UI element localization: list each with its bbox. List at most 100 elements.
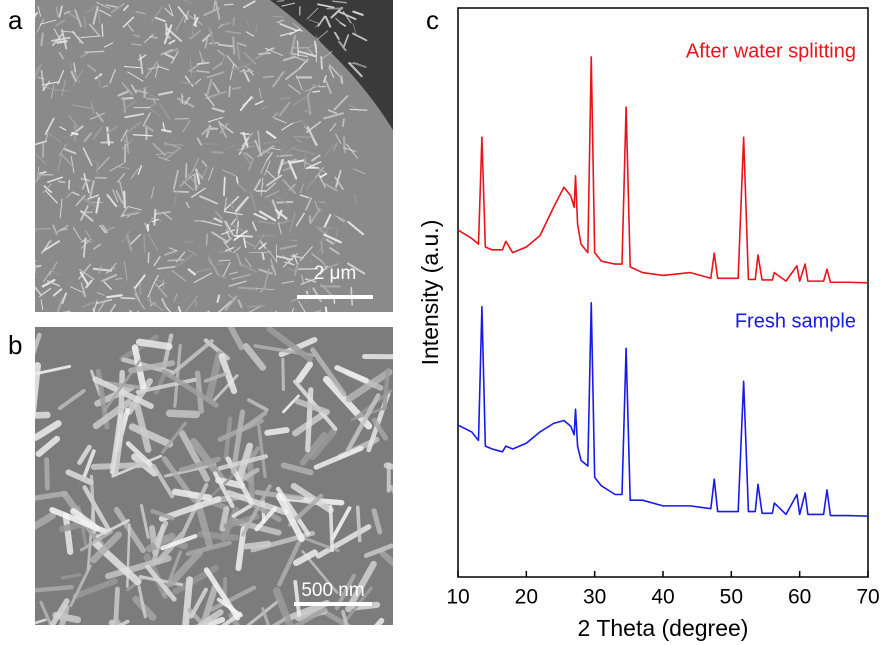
sem-flake [182,119,191,133]
sem-flake [304,85,321,92]
sem-flake [306,177,317,190]
sem-flake [305,197,313,211]
sem-flake [154,63,159,78]
sem-flake [240,149,252,165]
sem-flake [254,139,263,157]
sem-flake [289,212,296,232]
sem-flake [236,252,243,267]
sem-flake [293,607,328,625]
sem-flake [292,135,311,139]
sem-flake [228,612,241,625]
sem-flake [35,140,48,146]
sem-flake [104,381,144,390]
sem-flake [115,619,121,625]
sem-flake [206,91,227,99]
sem-flake [89,112,105,120]
sem-flake [162,122,166,132]
sem-flake [282,55,297,62]
sem-flake [327,109,338,115]
sem-flake [79,530,113,552]
sem-flake [231,63,252,71]
sem-flake [320,241,324,255]
sem-flake [72,68,81,84]
sem-flake [133,292,146,311]
sem-flake [126,378,153,415]
sem-flake [266,182,276,191]
sem-flake [279,96,291,101]
sem-flake [311,154,321,162]
sem-flake [191,267,212,275]
sem-flake [44,457,50,491]
sem-flake [211,151,224,154]
sem-flake [185,163,188,179]
sem-flake [68,12,79,20]
sem-flake [271,617,286,625]
sem-flake [127,24,134,32]
sem-flake [204,38,209,49]
sem-flake [64,148,77,155]
sem-flake [234,196,249,213]
sem-flake [289,28,301,36]
sem-flake [282,178,297,194]
sem-flake [102,84,109,88]
sem-flake [195,609,224,625]
sem-flake [164,147,182,161]
sem-flake [316,208,324,214]
sem-flake [211,107,225,113]
sem-flake [224,295,238,312]
sem-flake [125,441,153,467]
sem-flake [158,496,222,522]
sem-flake [324,306,328,312]
sem-flake [164,7,173,17]
sem-flake [57,388,86,411]
sem-flake [105,4,118,8]
series-label: After water splitting [686,40,856,62]
sem-flake [35,260,37,262]
sem-flake [153,277,168,285]
sem-flake [352,601,381,611]
sem-flake [223,3,234,6]
sem-flake [217,23,224,29]
sem-flake [228,271,238,275]
sem-flake [208,167,214,181]
sem-flake [257,130,261,152]
sem-flake [82,485,112,533]
sem-flake [50,84,55,99]
sem-flake [318,298,337,301]
sem-flake [149,35,158,39]
sem-flake [35,67,39,78]
sem-flake [316,30,329,41]
sem-flake [293,549,318,567]
sem-flake [72,69,84,86]
sem-flake [254,100,264,106]
sem-flake [310,347,347,397]
sem-flake [173,343,182,408]
sem-flake [228,224,232,238]
sem-flake [150,508,175,521]
sem-flake [130,233,142,245]
sem-flake [66,191,73,198]
sem-flake [224,144,236,151]
sem-flake [84,238,91,243]
sem-flake [237,183,247,192]
sem-flake [49,261,58,276]
sem-flake [106,126,111,146]
sem-flake [253,178,262,191]
sem-flake [208,27,216,47]
sem-flake [127,206,142,211]
sem-flake [90,531,122,564]
sem-flake [258,268,273,275]
sem-flake [193,173,198,191]
sem-flake [151,6,163,23]
sem-flake [134,274,146,289]
sem-flake [189,58,192,77]
sem-flake [212,62,223,70]
sem-flake [277,159,284,174]
plot-frame [457,7,869,578]
sem-flake [155,531,186,565]
sem-flake [164,250,177,256]
sem-flake [127,71,144,82]
sem-flake [35,435,61,457]
sem-flake [71,131,79,136]
